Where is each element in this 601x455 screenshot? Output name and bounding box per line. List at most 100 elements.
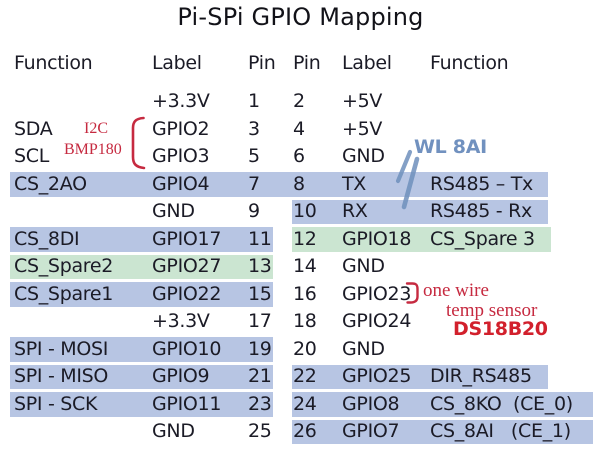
- page-title: Pi-SPi GPIO Mapping: [177, 3, 424, 31]
- function-right-cell: CS_Spare 3: [430, 227, 535, 250]
- row-highlight: [10, 282, 273, 307]
- table-row: SDA GPIO2 3 4 +5V: [0, 116, 601, 144]
- row-highlight: [292, 419, 593, 444]
- label-right-cell: GND: [342, 337, 385, 360]
- pin-right-cell: 16: [293, 282, 317, 305]
- label-left-cell: GPIO22: [152, 282, 222, 305]
- pin-left-cell: 11: [248, 227, 272, 250]
- label-right-cell: GPIO24: [342, 310, 412, 332]
- table-row: CS_Spare1 GPIO22 15 16 GPIO23: [0, 281, 601, 309]
- pin-right-cell: 8: [293, 172, 305, 195]
- header-label-left: Label: [152, 52, 202, 74]
- label-right-cell: TX: [342, 172, 367, 195]
- label-right-cell: GPIO25: [342, 365, 412, 387]
- pin-left-cell: 21: [248, 365, 272, 387]
- label-right-cell: GPIO7: [342, 420, 400, 442]
- pin-left-cell: 1: [248, 90, 260, 112]
- pin-left-cell: 7: [248, 172, 260, 195]
- row-highlight: [292, 227, 551, 252]
- header-pin-right: Pin: [293, 52, 321, 74]
- function-right-cell: RS485 – Tx: [430, 172, 533, 195]
- pin-right-cell: 26: [293, 420, 317, 442]
- pin-right-cell: 10: [293, 200, 317, 222]
- table-row: SPI - MISO GPIO9 21 22 GPIO25 DIR_RS485: [0, 363, 601, 391]
- label-left-cell: GPIO9: [152, 365, 210, 387]
- function-left-cell: CS_2AO: [14, 172, 87, 195]
- table-row: SPI - MOSI GPIO10 19 20 GND: [0, 336, 601, 364]
- header-pin-left: Pin: [248, 52, 276, 74]
- label-left-cell: GPIO17: [152, 227, 222, 250]
- pin-right-cell: 14: [293, 255, 317, 277]
- ds18b20-annotation: DS18B20: [453, 318, 548, 340]
- header-label-right: Label: [342, 52, 392, 74]
- pin-right-cell: 4: [293, 117, 305, 140]
- label-right-cell: +5V: [342, 90, 383, 112]
- function-right-cell: CS_8KO (CE_0): [430, 392, 573, 415]
- function-left-cell: SPI - MOSI: [14, 337, 109, 360]
- label-left-cell: GPIO3: [152, 145, 210, 167]
- table-row: GND 25 26 GPIO7 CS_8AI (CE_1): [0, 418, 601, 446]
- one-wire-annotation: one wire: [423, 280, 489, 301]
- label-right-cell: +5V: [342, 117, 383, 140]
- table-header: Function Label Pin Pin Label Function: [0, 50, 601, 78]
- table-row: GND 9 10 RX RS485 - Rx: [0, 198, 601, 226]
- function-left-cell: SCL: [14, 145, 50, 167]
- function-right-cell: RS485 - Rx: [430, 200, 532, 222]
- label-right-cell: GND: [342, 255, 385, 277]
- pin-right-cell: 20: [293, 337, 317, 360]
- label-left-cell: GPIO27: [152, 255, 222, 277]
- table-row: CS_2AO GPIO4 7 8 TX RS485 – Tx: [0, 171, 601, 199]
- pin-right-cell: 22: [293, 365, 317, 387]
- pin-right-cell: 18: [293, 310, 317, 332]
- pin-left-cell: 25: [248, 420, 272, 442]
- row-highlight: [292, 199, 548, 224]
- row-highlight: [292, 364, 548, 389]
- label-left-cell: GPIO4: [152, 172, 210, 195]
- function-right-cell: DIR_RS485: [430, 365, 532, 387]
- pin-left-cell: 19: [248, 337, 272, 360]
- function-left-cell: SDA: [14, 117, 53, 140]
- function-left-cell: SPI - SCK: [14, 392, 98, 415]
- i2c-annotation: I2C: [84, 120, 108, 137]
- table-row: +3.3V 17 18 GPIO24: [0, 308, 601, 336]
- label-left-cell: +3.3V: [152, 90, 210, 112]
- pin-left-cell: 17: [248, 310, 272, 332]
- table-row: +3.3V 1 2 +5V: [0, 88, 601, 116]
- header-function-left: Function: [14, 52, 93, 74]
- pin-right-cell: 12: [293, 227, 317, 250]
- pin-left-cell: 3: [248, 117, 260, 140]
- row-highlight: [10, 337, 273, 362]
- table-row: CS_8DI GPIO17 11 12 GPIO18 CS_Spare 3: [0, 226, 601, 254]
- label-right-cell: GPIO8: [342, 392, 400, 415]
- label-left-cell: GPIO10: [152, 337, 222, 360]
- label-right-cell: GND: [342, 145, 385, 167]
- temp-sensor-annotation: temp sensor: [446, 300, 538, 321]
- function-left-cell: SPI - MISO: [14, 365, 109, 387]
- function-right-cell: CS_8AI (CE_1): [430, 420, 571, 442]
- function-left-cell: CS_8DI: [14, 227, 80, 250]
- label-left-cell: GPIO11: [152, 392, 222, 415]
- row-highlight: [10, 364, 273, 389]
- label-right-cell: GPIO23: [342, 282, 412, 305]
- label-left-cell: GND: [152, 420, 195, 442]
- row-highlight: [10, 227, 273, 252]
- pin-left-cell: 23: [248, 392, 272, 415]
- table-row: SCL GPIO3 5 6 GND: [0, 143, 601, 171]
- label-left-cell: GPIO2: [152, 117, 210, 140]
- pin-right-cell: 2: [293, 90, 305, 112]
- label-right-cell: GPIO18: [342, 227, 412, 250]
- header-function-right: Function: [430, 52, 509, 74]
- pin-left-cell: 5: [248, 145, 260, 167]
- pin-right-cell: 24: [293, 392, 317, 415]
- table-row: SPI - SCK GPIO11 23 24 GPIO8 CS_8KO (CE_…: [0, 391, 601, 419]
- function-left-cell: CS_Spare2: [14, 255, 114, 277]
- pin-left-cell: 13: [248, 255, 272, 277]
- pin-left-cell: 9: [248, 200, 260, 222]
- function-left-cell: CS_Spare1: [14, 282, 114, 305]
- bmp180-annotation: BMP180: [64, 141, 122, 158]
- row-highlight: [10, 254, 273, 279]
- table-row: CS_Spare2 GPIO27 13 14 GND: [0, 253, 601, 281]
- row-highlight: [10, 172, 548, 197]
- row-highlight: [292, 392, 593, 417]
